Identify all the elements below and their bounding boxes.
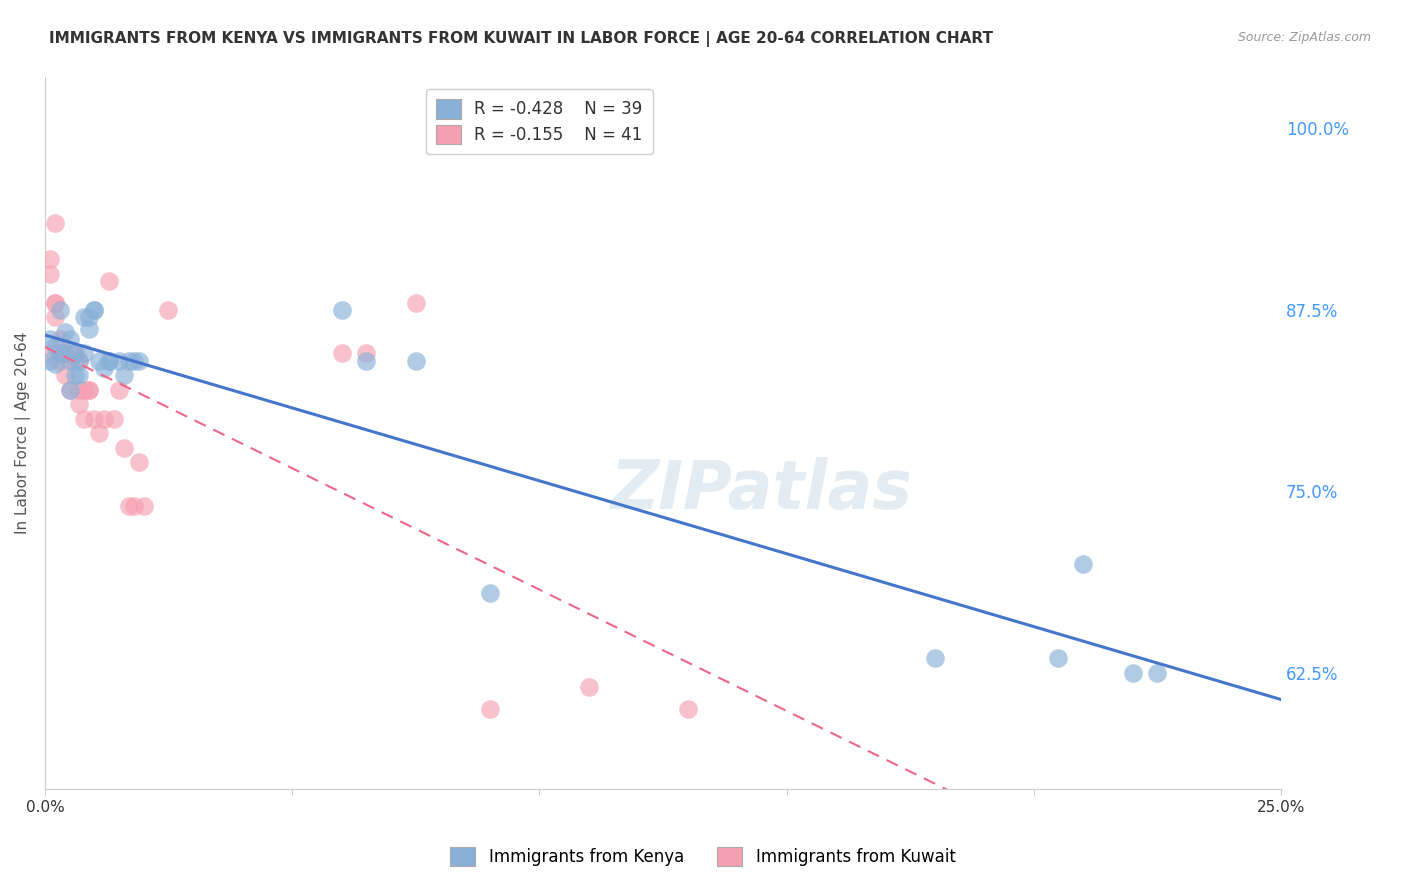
Point <box>69 353 91 368</box>
Point <box>53 325 76 339</box>
Legend: Immigrants from Kenya, Immigrants from Kuwait: Immigrants from Kenya, Immigrants from K… <box>444 840 962 873</box>
Text: ZIPatlas: ZIPatlas <box>610 458 912 524</box>
Point <box>924 651 946 665</box>
Point <box>38 267 60 281</box>
Point <box>103 411 125 425</box>
Point <box>48 302 70 317</box>
Point <box>48 346 70 360</box>
Point <box>118 353 141 368</box>
Point <box>1122 665 1144 680</box>
Point <box>53 368 76 383</box>
Point <box>44 339 66 353</box>
Point <box>38 252 60 266</box>
Legend: R = -0.428    N = 39, R = -0.155    N = 41: R = -0.428 N = 39, R = -0.155 N = 41 <box>426 89 652 154</box>
Point <box>63 368 86 383</box>
Point <box>1047 651 1070 665</box>
Point <box>79 383 101 397</box>
Point <box>44 357 66 371</box>
Point <box>53 346 76 360</box>
Point <box>1071 557 1094 571</box>
Point <box>578 681 600 695</box>
Point <box>63 346 86 360</box>
Point <box>73 310 96 324</box>
Point <box>38 353 60 368</box>
Point <box>79 310 101 324</box>
Point <box>73 383 96 397</box>
Point <box>98 353 121 368</box>
Point <box>69 353 91 368</box>
Point <box>48 346 70 360</box>
Point <box>157 302 180 317</box>
Point <box>356 353 378 368</box>
Point <box>48 353 70 368</box>
Point <box>73 346 96 360</box>
Point <box>330 302 353 317</box>
Point <box>330 346 353 360</box>
Point <box>108 353 131 368</box>
Point <box>63 353 86 368</box>
Point <box>69 383 91 397</box>
Point <box>44 295 66 310</box>
Point <box>478 702 501 716</box>
Point <box>112 441 135 455</box>
Point <box>89 426 111 441</box>
Text: Source: ZipAtlas.com: Source: ZipAtlas.com <box>1237 31 1371 45</box>
Point <box>128 353 150 368</box>
Point <box>83 302 105 317</box>
Point <box>356 346 378 360</box>
Point <box>38 332 60 346</box>
Point <box>478 586 501 600</box>
Point <box>1146 665 1168 680</box>
Point <box>676 702 699 716</box>
Point <box>44 310 66 324</box>
Point <box>59 383 82 397</box>
Point <box>53 346 76 360</box>
Point <box>98 353 121 368</box>
Point <box>122 499 145 513</box>
Point <box>59 332 82 346</box>
Point <box>79 322 101 336</box>
Point <box>63 346 86 360</box>
Text: IMMIGRANTS FROM KENYA VS IMMIGRANTS FROM KUWAIT IN LABOR FORCE | AGE 20-64 CORRE: IMMIGRANTS FROM KENYA VS IMMIGRANTS FROM… <box>49 31 993 47</box>
Point <box>38 346 60 360</box>
Point <box>93 411 115 425</box>
Y-axis label: In Labor Force | Age 20-64: In Labor Force | Age 20-64 <box>15 332 31 534</box>
Point <box>98 274 121 288</box>
Point <box>83 411 105 425</box>
Point <box>59 346 82 360</box>
Point <box>405 353 427 368</box>
Point <box>89 353 111 368</box>
Point <box>69 368 91 383</box>
Point <box>122 353 145 368</box>
Point <box>93 360 115 375</box>
Point <box>132 499 155 513</box>
Point <box>44 216 66 230</box>
Point <box>108 383 131 397</box>
Point <box>118 499 141 513</box>
Point <box>48 332 70 346</box>
Point <box>405 295 427 310</box>
Point <box>59 353 82 368</box>
Point <box>69 397 91 411</box>
Point <box>128 455 150 469</box>
Point <box>83 302 105 317</box>
Point <box>73 411 96 425</box>
Point <box>59 383 82 397</box>
Point <box>112 368 135 383</box>
Point <box>44 295 66 310</box>
Point <box>79 383 101 397</box>
